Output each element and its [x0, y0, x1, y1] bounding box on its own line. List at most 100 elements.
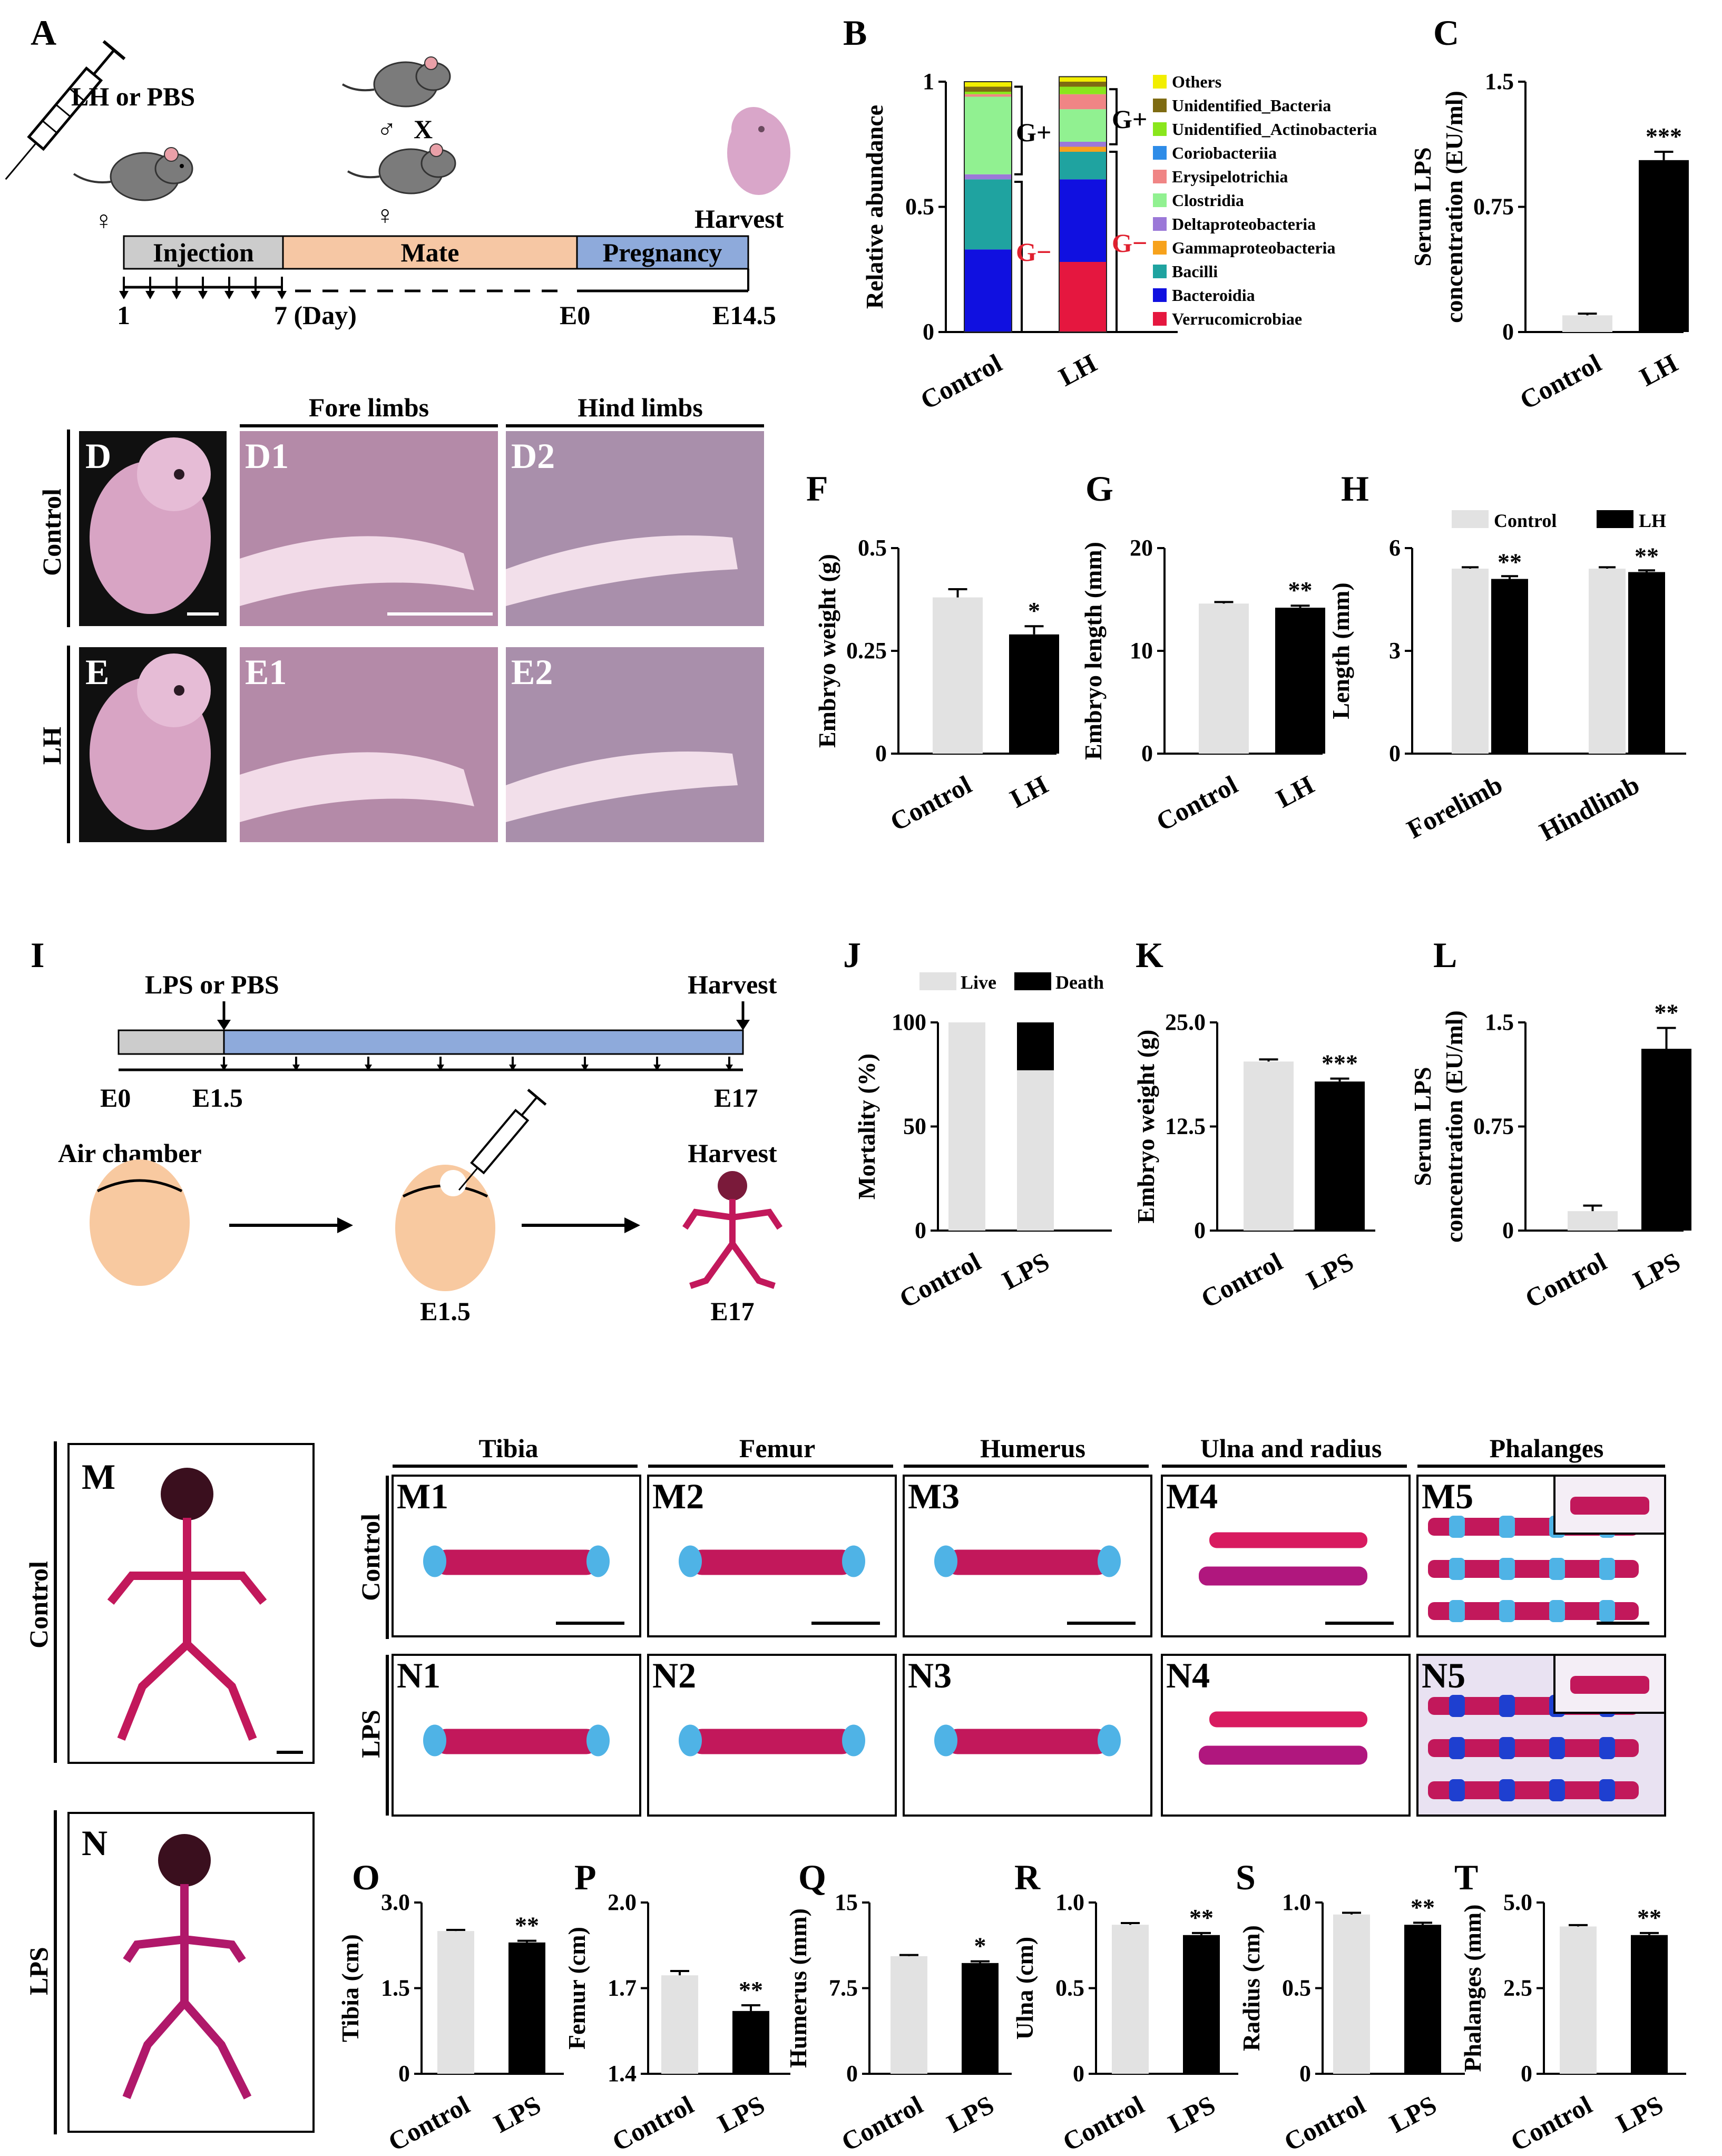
female-mouse-2-icon [347, 143, 456, 194]
injection-day-arrowhead [277, 291, 287, 299]
injection-day-arrowhead [251, 291, 260, 299]
gpos-bracket-lh [1109, 88, 1118, 145]
injection-day-arrowhead [198, 291, 208, 299]
y-tick-label-L: 1.5 [1485, 1009, 1514, 1035]
x-category-label-B: LH [1054, 348, 1101, 392]
e14-5-label: E14.5 [712, 300, 776, 330]
x-category-label-L: LPS [1628, 1246, 1685, 1295]
row-label-lh: LH [37, 727, 66, 765]
legend-label-unidentified_actinobacteria: Unidentified_Actinobacteria [1172, 120, 1377, 139]
y-axis-label-K: Embryo weight (g) [1132, 1030, 1159, 1224]
bar-control [933, 597, 983, 754]
significance-marker: ** [1655, 999, 1679, 1026]
y-tick-label-S: 0.5 [1282, 1975, 1311, 2001]
y-tick-label-T: 5.0 [1503, 1889, 1532, 1915]
y-tick-label-C: 0 [1502, 319, 1514, 345]
stack-segment-live [948, 1022, 985, 1231]
label-d2: D2 [511, 436, 555, 476]
x-category-label-C: Control [1515, 348, 1606, 415]
radius-bone [1199, 1745, 1367, 1765]
x-category-label-K: Control [1196, 1246, 1287, 1313]
y-tick-label-H: 0 [1389, 740, 1401, 766]
y-tick-label-P: 2.0 [608, 1889, 637, 1915]
long-bone [435, 1549, 598, 1575]
legend-label-deltaproteobacteria: Deltaproteobacteria [1172, 214, 1316, 233]
phalanx-joint [1599, 1737, 1615, 1759]
y-tick-label-R: 0.5 [1055, 1975, 1084, 2001]
gneg-bracket-lh [1109, 151, 1118, 333]
y-tick-label-F: 0 [875, 740, 887, 766]
legend-label-unidentified_bacteria: Unidentified_Bacteria [1172, 96, 1331, 115]
pregnancy-stage-label: Pregnancy [603, 238, 722, 267]
long-bone [690, 1729, 854, 1754]
cartilage-end [842, 1545, 865, 1577]
y-tick-label-O: 3.0 [381, 1889, 410, 1915]
legend-swatch-unidentified_bacteria [1153, 99, 1167, 112]
legend-label-verrucomicrobiae: Verrucomicrobiae [1172, 309, 1302, 328]
y-tick-label-C: 1.5 [1485, 69, 1514, 94]
chart-j: 0 50 100 Mortality (%) Control LPS Live Death [853, 972, 1112, 1314]
injection-arrows [119, 277, 287, 299]
x-category-label-P: Control [608, 2090, 699, 2156]
e0-label: E0 [560, 300, 590, 330]
panel-g: G 0 10 20 Embryo length (mm) ** Control LH [1080, 469, 1325, 837]
y-tick-label-K: 0 [1194, 1217, 1206, 1243]
legend-swatch-coriobacteriia [1153, 146, 1167, 160]
x-category-label-T: Control [1506, 2090, 1597, 2156]
long-bone [690, 1549, 854, 1575]
phalanx-joint [1599, 1779, 1615, 1801]
panel-i: I LPS or PBS Harvest E0 E1.5 E17 Air cha… [31, 935, 782, 1326]
bar-control [1568, 1211, 1618, 1231]
harvest-label: Harvest [694, 204, 784, 233]
phalanx-joint [1499, 1600, 1515, 1622]
bone-tile-label-m5: M5 [1422, 1476, 1473, 1516]
panel-letter-r: R [1014, 1857, 1041, 1897]
y-tick-label-O: 0 [398, 2061, 410, 2086]
bar-lps [732, 2011, 769, 2074]
phalanx-joint [1449, 1779, 1465, 1801]
bar-lps [1183, 1935, 1220, 2074]
cartilage-end [934, 1545, 957, 1577]
y-tick-label-J: 50 [903, 1114, 926, 1139]
ulna-radius-header: Ulna and radius [1200, 1433, 1382, 1463]
panel-h: H 0 3 6 Length (mm) ** ** Forelimb Hindlimb Cont… [1327, 469, 1686, 846]
female-mouse-icon [73, 147, 193, 201]
y-axis-label-R: Ulna (cm) [1011, 1937, 1038, 2040]
y-tick-label-B: 0 [923, 319, 934, 345]
stack-segment-bacteroidia [1059, 179, 1107, 262]
y-tick-label-G: 0 [1141, 740, 1153, 766]
gpos-label: G+ [1016, 118, 1051, 147]
y-tick-label-O: 1.5 [381, 1975, 410, 2001]
cartilage-end [423, 1545, 446, 1577]
panel-letter-p: P [574, 1857, 596, 1897]
stack-segment-erysipelotrichia [1059, 94, 1107, 110]
panel-q: Q 0 7.5 15 Humerus (mm) * Control LPS [785, 1857, 1012, 2156]
stack-segment-death [1017, 1022, 1054, 1070]
chart-l: 0 0.75 1.5 Serum LPS concentration (EU/ml) **… [1409, 999, 1691, 1314]
hind-limbs-header: Hind limbs [578, 393, 703, 422]
bar-control [1560, 1926, 1597, 2074]
x-category-label-K: LPS [1302, 1246, 1358, 1295]
legend-swatch-death [1014, 972, 1051, 990]
x-category-label-F: Control [885, 769, 976, 836]
y-tick-label-J: 100 [892, 1009, 926, 1035]
stack-segment-unidentified_actinobacteria [964, 92, 1012, 94]
long-bone [946, 1549, 1109, 1575]
bar-lps [1641, 1049, 1691, 1231]
gneg-bracket-control [1014, 181, 1023, 333]
bar-lh [1639, 160, 1689, 332]
row-label-lps-m: LPS [24, 1947, 53, 1995]
x-category-label-J: LPS [997, 1246, 1054, 1295]
x-category-label-P: LPS [713, 2090, 769, 2138]
stack-segment-bacilli [964, 179, 1012, 250]
bar-control [1199, 603, 1249, 754]
phalanx-joint [1549, 1600, 1565, 1622]
significance-marker: *** [1322, 1050, 1358, 1077]
panel-letter-k: K [1136, 935, 1163, 975]
legend-swatch-lh [1597, 510, 1633, 528]
mate-stage-label: Mate [400, 238, 459, 267]
bone-tile-label-n5: N5 [1422, 1655, 1465, 1695]
y-tick-label-B: 0.5 [905, 194, 934, 220]
injection-stage-label: Injection [153, 238, 254, 267]
significance-marker: ** [1288, 577, 1313, 603]
